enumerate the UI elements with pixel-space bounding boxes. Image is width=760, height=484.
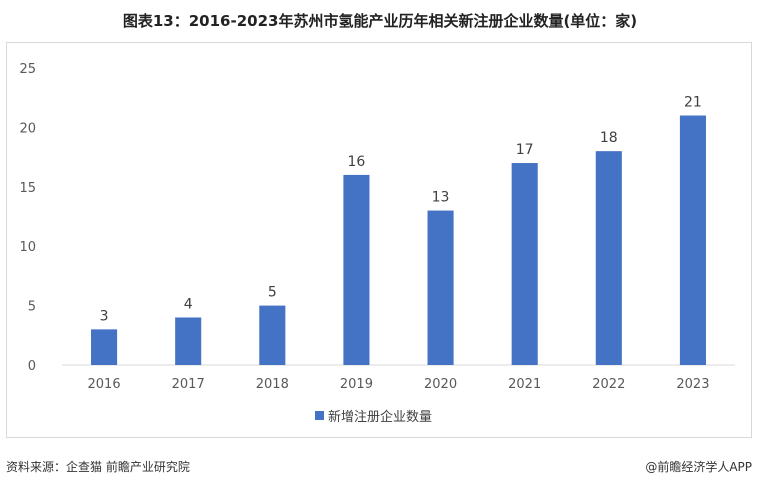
bar-2023 [679,115,706,366]
bar-2016 [91,329,118,365]
chart-title: 图表13：2016-2023年苏州市氢能产业历年相关新注册企业数量(单位：家) [122,12,638,30]
y-tick-label: 20 [19,121,36,136]
x-tick-label: 2021 [508,377,541,392]
bar-labels: 3 4 5 16 13 17 18 21 [100,95,702,325]
bar-value-label: 21 [684,95,702,111]
y-tick-label: 10 [19,240,36,255]
bar-2018 [259,305,286,365]
legend-label: 新增注册企业数量 [328,410,433,425]
legend-swatch [315,411,324,420]
x-tick-label: 2016 [88,377,121,392]
legend: 新增注册企业数量 [315,406,432,425]
x-tick-label: 2019 [340,377,373,392]
bar-2019 [343,174,370,365]
y-tick-label: 25 [19,62,36,77]
y-tick-label: 15 [19,181,36,196]
x-tick-label: 2020 [424,377,457,392]
x-axis-ticks: 2016 2017 2018 2019 2020 2021 2022 2023 [88,377,710,392]
brand-credit: @前瞻经济学人APP [645,460,752,474]
x-tick-label: 2023 [676,377,709,392]
y-axis-ticks: 0 5 10 15 20 25 [19,62,36,374]
bar-2020 [427,210,454,365]
bar-2021 [511,163,538,365]
bars [91,115,706,366]
bar-2017 [175,317,202,365]
source-note: 资料来源：企查猫 前瞻产业研究院 [6,460,190,474]
bar-2022 [595,151,622,365]
x-tick-label: 2022 [592,377,625,392]
bar-value-label: 17 [516,142,534,158]
bar-value-label: 16 [348,154,366,170]
y-tick-label: 5 [28,300,36,315]
y-tick-label: 0 [28,359,36,374]
bar-value-label: 3 [100,308,109,324]
bar-value-label: 18 [600,130,618,146]
bar-value-label: 4 [184,296,193,312]
x-tick-label: 2017 [172,377,205,392]
chart-frame [6,42,752,438]
bar-value-label: 5 [268,285,277,301]
bar-value-label: 13 [432,190,450,206]
x-tick-label: 2018 [256,377,289,392]
